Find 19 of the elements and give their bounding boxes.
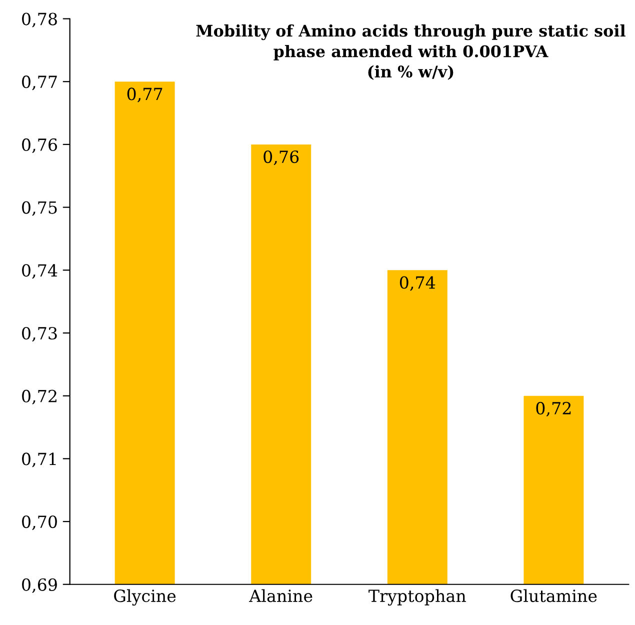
y-tick-label: 0,69 bbox=[22, 578, 57, 593]
y-tick-label: 0,77 bbox=[22, 76, 57, 90]
y-tick-label: 0,78 bbox=[22, 12, 57, 28]
y-tick-label: 0,76 bbox=[22, 138, 57, 154]
y-tick-label: 0,75 bbox=[22, 201, 57, 216]
x-tick-label: Tryptophan bbox=[368, 589, 466, 606]
x-tick-label: Glutamine bbox=[510, 589, 597, 602]
data-label: 0,77 bbox=[127, 88, 162, 102]
y-tick-label: 0,71 bbox=[22, 452, 56, 468]
y-tick-label: 0,74 bbox=[22, 264, 58, 279]
data-label: 0,76 bbox=[264, 150, 299, 166]
x-tick-label: Glycine bbox=[114, 589, 176, 606]
y-tick-label: 0,72 bbox=[22, 390, 56, 404]
data-label: 0,72 bbox=[536, 402, 571, 417]
y-tick-label: 0,73 bbox=[22, 326, 57, 342]
y-tick-label: 0,70 bbox=[22, 515, 57, 530]
text: Mobility of Amino acids through pure static soil phase amended with 0.001PVA (in % w/v) bbox=[196, 24, 626, 80]
data-label: 0,74 bbox=[400, 276, 436, 291]
x-tick-label: Alanine bbox=[249, 589, 312, 602]
